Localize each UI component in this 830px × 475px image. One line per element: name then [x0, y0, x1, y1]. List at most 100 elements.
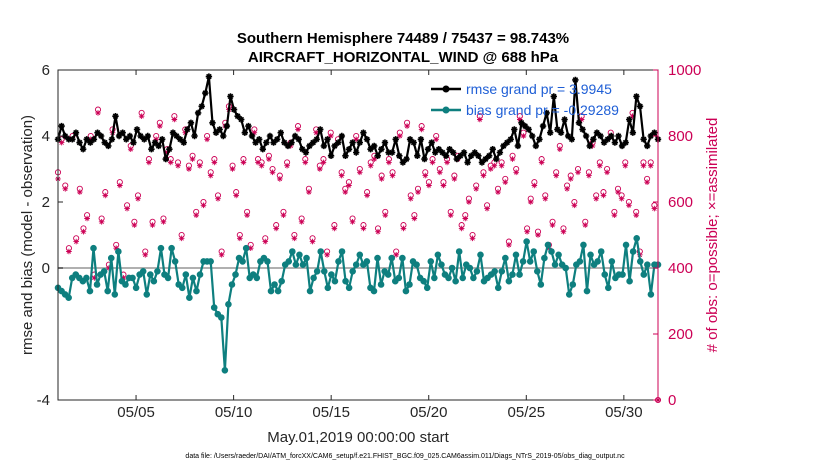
bias-point — [65, 294, 72, 302]
bias-point — [147, 271, 154, 278]
bias-point — [377, 281, 385, 288]
rmse-point — [320, 142, 328, 150]
legend-bias-label: bias grand pr = -0.29289 — [466, 102, 619, 118]
bias-point — [228, 281, 236, 288]
rmse-point — [507, 136, 514, 143]
obs-assimilated-point — [207, 172, 214, 179]
bias-point — [331, 277, 339, 285]
chart-title: Southern Hemisphere 74489 / 75437 = 98.7… — [237, 30, 569, 47]
bias-point — [352, 261, 360, 269]
rmse-point — [446, 146, 453, 153]
rmse-point — [410, 139, 417, 146]
rmse-point — [604, 136, 611, 143]
obs-assimilated-point — [167, 159, 174, 166]
obs-assimilated-point — [542, 195, 549, 202]
obs-assimilated-point — [313, 129, 319, 136]
obs-assimilated-point — [491, 162, 498, 169]
rmse-point — [313, 136, 320, 143]
obs-assimilated-point — [538, 159, 545, 166]
obs-assimilated-point — [618, 195, 625, 202]
bias-point — [647, 291, 655, 298]
rmse-point — [647, 132, 655, 140]
obs-assimilated-point — [306, 189, 312, 195]
bias-point — [299, 261, 307, 269]
rmse-point — [511, 126, 518, 133]
bias-point — [168, 244, 175, 252]
obs-assimilated-point — [142, 252, 149, 258]
rmse-point — [622, 139, 629, 146]
rmse-point — [302, 149, 310, 156]
rmse-point — [633, 93, 640, 100]
bias-point — [115, 248, 122, 255]
obs-assimilated-point — [349, 219, 356, 225]
rmse-point — [144, 132, 152, 140]
obs-assimilated-point — [138, 113, 145, 119]
y-left-tick-label: -4 — [37, 392, 50, 409]
obs-assimilated-point — [211, 159, 218, 166]
obs-assimilated-point — [466, 199, 472, 205]
legend-bias-marker — [442, 106, 450, 114]
y-right-tick-label: 0 — [668, 392, 676, 409]
rmse-point — [532, 142, 540, 150]
rmse-point — [245, 122, 252, 130]
obs-assimilated-point — [247, 245, 254, 251]
bias-point — [629, 248, 637, 255]
obs-assimilated-point — [360, 225, 367, 232]
rmse-point — [158, 136, 166, 143]
obs-assimilated-point — [342, 189, 349, 195]
rmse-point — [406, 136, 414, 143]
bias-point — [139, 268, 147, 275]
bias-point — [587, 251, 594, 259]
rmse-point — [299, 146, 306, 153]
obs-assimilated-point — [357, 169, 363, 176]
obs-assimilated-point — [382, 212, 389, 218]
bias-point — [271, 281, 278, 288]
bias-point — [253, 274, 261, 282]
obs-assimilated-point — [600, 192, 607, 199]
bias-point — [370, 287, 378, 295]
obs-assimilated-point — [91, 275, 98, 281]
rmse-point — [349, 139, 356, 146]
obs-assimilated-point — [175, 162, 181, 169]
obs-assimilated-point — [611, 212, 618, 218]
rmse-point — [651, 129, 658, 136]
bias-point — [565, 291, 573, 298]
y-right-tick-label: 1000 — [668, 62, 701, 79]
obs-assimilated-point — [567, 176, 574, 182]
rmse-point — [353, 149, 360, 156]
bias-point — [86, 287, 94, 295]
bias-point — [640, 271, 648, 278]
rmse-point — [421, 155, 428, 163]
obs-assimilated-point — [189, 156, 196, 162]
bias-point — [548, 248, 555, 255]
rmse-point — [148, 146, 155, 153]
rmse-point — [291, 132, 299, 140]
obs-assimilated-point — [367, 162, 374, 169]
bias-point — [107, 254, 115, 262]
obs-assimilated-point — [62, 186, 69, 192]
y-right-tick-label: 600 — [668, 194, 693, 211]
rmse-point — [582, 132, 590, 140]
rmse-point — [428, 139, 435, 146]
rmse-point — [392, 136, 399, 143]
obs-assimilated-point — [171, 116, 178, 123]
obs-assimilated-point — [149, 222, 156, 228]
rmse-point — [550, 93, 558, 100]
rmse-point — [525, 126, 532, 133]
obs-assimilated-point — [440, 182, 447, 189]
obs-assimilated-point — [218, 252, 225, 258]
bias-point — [491, 268, 498, 275]
bias-point — [232, 271, 239, 278]
bias-point — [186, 294, 193, 302]
rmse-point — [65, 136, 72, 143]
rmse-point — [471, 149, 478, 156]
obs-assimilated-point — [66, 248, 72, 255]
obs-assimilated-point — [535, 232, 541, 238]
obs-assimilated-point — [193, 212, 199, 218]
obs-assimilated-point — [524, 228, 530, 235]
bias-point — [569, 281, 577, 288]
obs-assimilated-point — [407, 195, 414, 202]
rmse-point — [105, 142, 112, 150]
rmse-point — [611, 139, 619, 146]
bias-point — [530, 248, 538, 255]
